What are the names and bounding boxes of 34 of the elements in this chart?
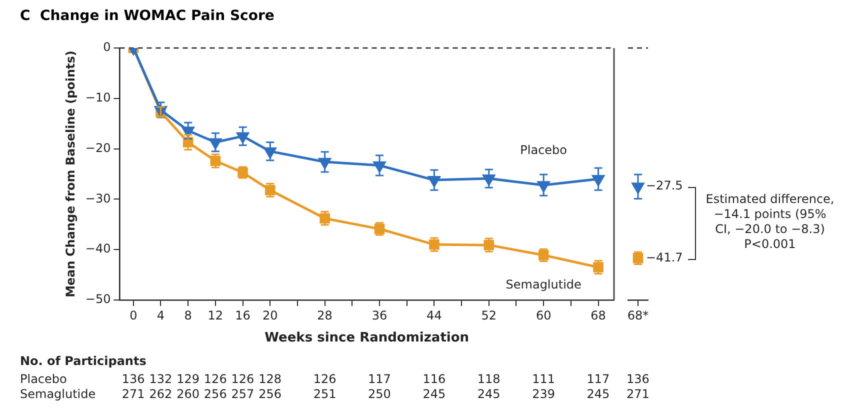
chart-title: C Change in WOMAC Pain Score [20,8,274,24]
x-tick-label: 52 [481,308,497,322]
x-tick-label: 68 [590,308,606,322]
x-tick-label: 12 [208,308,224,322]
y-tick-label: 0 [103,40,111,54]
x-tick-label: 36 [372,308,388,322]
x-tick-label: 0 [130,308,138,322]
series-label: Semaglutide [506,277,582,292]
x-tick-label: 60 [536,308,552,322]
y-tick-label: −50 [85,292,111,306]
text: Placebo [20,372,67,386]
y-axis-title: Mean Change from Baseline (points) [63,50,78,298]
y-tick-label: −40 [85,242,111,256]
x-tick-label: 28 [317,308,332,322]
y-tick-label: −10 [85,90,111,105]
text: Semaglutide [20,387,96,401]
x-axis-title: Weeks since Randomization [264,330,470,346]
text: 136 [626,372,650,386]
text: Placebo [520,143,568,158]
x-tick-label: 44 [426,308,442,322]
y-tick-label: −30 [85,191,111,206]
x-tick-label: 4 [156,308,165,322]
text: No. of Participants [20,354,146,368]
y-tick-label: −20 [85,140,111,155]
text: 271 262 260 256 257 256 251 250 245 245 239 245 [122,387,610,401]
x-tick-label: 20 [262,308,278,322]
data-label: −27.5 [646,178,683,193]
x-tick-label: 68* [627,308,649,322]
data-label: −41.7 [646,250,683,264]
x-tick-label: 16 [235,308,250,322]
text: Estimated difference, −14.1 points (95% CI, −20.0 to −8.3) P<0.001 [705,192,835,252]
text: 271 [626,387,650,401]
text: 136 132 129 126 126 128 126 117 116 118 111 117 [122,372,610,386]
x-tick-label: 8 [184,308,192,322]
